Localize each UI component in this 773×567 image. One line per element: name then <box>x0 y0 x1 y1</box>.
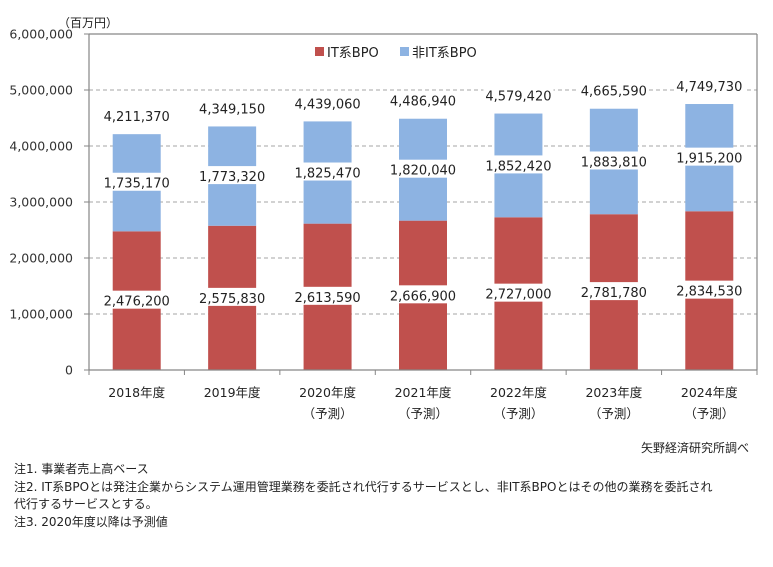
y-tick-label: 2,000,000 <box>9 251 73 266</box>
data-label-it-bpo-bg <box>578 282 649 301</box>
x-category-note: （予測） <box>589 406 639 421</box>
data-label-non-it-bpo: 1,915,200 <box>676 152 742 167</box>
data-label-total: 4,579,420 <box>485 90 551 105</box>
data-label-non-it-bpo: 1,773,320 <box>199 170 265 185</box>
y-tick-label: 3,000,000 <box>9 195 73 210</box>
y-tick-label: 6,000,000 <box>9 27 73 42</box>
source-credit: 矢野経済研究所調べ <box>640 441 749 455</box>
data-label-non-it-bpo: 1,852,420 <box>485 159 551 174</box>
note-2: 注2. IT系BPOとは発注企業からシステム運用管理業務を委託され代行するサービ… <box>14 479 713 494</box>
data-label-total-bg <box>197 98 268 117</box>
data-label-it-bpo: 2,666,900 <box>390 289 456 304</box>
data-label-total: 4,665,590 <box>581 85 647 100</box>
data-label-non-it-bpo-bg <box>292 162 363 181</box>
legend-swatch-non-it-bpo <box>400 47 409 56</box>
data-label-it-bpo: 2,727,000 <box>485 288 551 303</box>
data-label-it-bpo: 2,613,590 <box>294 291 360 306</box>
data-label-non-it-bpo: 1,820,040 <box>390 164 456 179</box>
data-label-non-it-bpo-bg <box>197 166 268 185</box>
data-label-total-bg <box>578 80 649 99</box>
y-tick-label: 5,000,000 <box>9 83 73 98</box>
legend-swatch-it-bpo <box>315 47 324 56</box>
stacked-bar-chart: 0 1,000,000 2,000,000 3,000,000 4,000,000 5,0… <box>9 16 758 421</box>
data-label-total: 4,486,940 <box>390 95 456 110</box>
note-3: 注3. 2020年度以降は予測値 <box>14 514 168 529</box>
unit-label: （百万円） <box>58 16 118 30</box>
data-label-total-bg <box>292 93 363 112</box>
y-tick-label: 0 <box>65 363 73 378</box>
note-2-continued: 代行するサービスとする。 <box>14 497 158 511</box>
data-label-non-it-bpo-bg <box>483 155 554 174</box>
data-label-non-it-bpo-bg <box>101 172 172 191</box>
legend: IT系BPO 非IT系BPO <box>315 46 477 61</box>
data-label-total: 4,211,370 <box>104 110 170 125</box>
x-category-label: 2023年度 <box>585 385 642 400</box>
legend-label-non-it-bpo: 非IT系BPO <box>412 46 477 61</box>
x-category-note: （予測） <box>684 406 734 421</box>
data-label-non-it-bpo: 1,883,810 <box>581 155 647 170</box>
data-label-non-it-bpo: 1,825,470 <box>294 167 360 182</box>
x-category-label: 2018年度 <box>108 385 165 400</box>
x-category-label: 2022年度 <box>490 385 547 400</box>
data-label-it-bpo: 2,834,530 <box>676 285 742 300</box>
legend-label-it-bpo: IT系BPO <box>327 46 379 61</box>
data-label-total: 4,349,150 <box>199 102 265 117</box>
data-label-it-bpo-bg <box>388 285 458 304</box>
data-label-it-bpo-bg <box>483 283 554 302</box>
data-label-non-it-bpo-bg <box>388 159 458 178</box>
data-label-it-bpo: 2,575,830 <box>199 292 265 307</box>
x-category-label: 2019年度 <box>204 385 261 400</box>
x-category-label: 2021年度 <box>395 385 452 400</box>
data-label-it-bpo: 2,476,200 <box>104 295 170 310</box>
note-1: 注1. 事業者売上高ベース <box>14 462 149 476</box>
data-label-total-bg <box>101 106 172 125</box>
data-label-total-bg <box>674 76 745 95</box>
x-category-note: （予測） <box>398 406 448 421</box>
x-category-label: 2024年度 <box>681 385 738 400</box>
x-category-label: 2020年度 <box>299 385 356 400</box>
y-tick-label: 1,000,000 <box>9 307 73 322</box>
data-label-it-bpo-bg <box>292 286 363 305</box>
data-label-total-bg <box>483 85 554 104</box>
y-tick-label: 4,000,000 <box>9 139 73 154</box>
data-label-it-bpo-bg <box>101 290 172 309</box>
footnotes: 注1. 事業者売上高ベース 注2. IT系BPOとは発注企業からシステム運用管理… <box>14 461 712 531</box>
x-category-note: （予測） <box>493 406 543 421</box>
data-label-it-bpo-bg <box>674 280 745 299</box>
data-label-it-bpo: 2,781,780 <box>581 286 647 301</box>
data-label-non-it-bpo-bg <box>578 151 649 170</box>
data-label-total: 4,439,060 <box>294 97 360 112</box>
data-label-total: 4,749,730 <box>676 80 742 95</box>
data-label-non-it-bpo-bg <box>674 147 745 166</box>
data-label-non-it-bpo: 1,735,170 <box>104 177 170 192</box>
data-label-it-bpo-bg <box>197 287 268 306</box>
x-category-note: （予測） <box>303 406 353 421</box>
data-label-total-bg <box>388 90 458 109</box>
